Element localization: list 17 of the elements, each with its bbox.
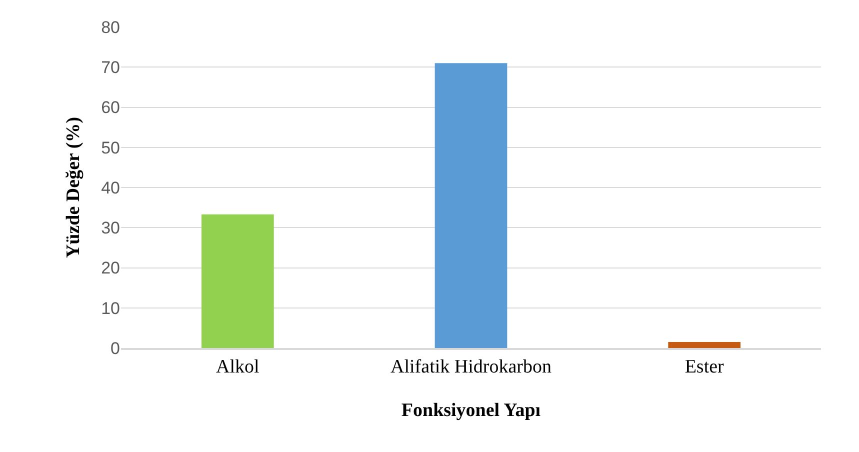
y-tick-label: 10 <box>101 298 120 318</box>
x-tick-label: Alifatik Hidrokarbon <box>390 356 552 378</box>
x-tick-label: Ester <box>684 356 725 378</box>
y-tick-label: 0 <box>110 338 120 358</box>
bar <box>202 214 274 348</box>
y-tick-label: 70 <box>101 58 120 78</box>
y-tick-label: 60 <box>101 98 120 118</box>
y-axis-title: Yüzde Değer (%) <box>62 116 84 258</box>
y-tick-label: 30 <box>101 218 120 238</box>
y-tick-label: 80 <box>101 18 120 37</box>
x-tick-label: Alkol <box>216 356 260 378</box>
y-tick-label: 20 <box>101 258 120 278</box>
bar <box>668 342 740 348</box>
x-axis-title: Fonksiyonel Yapı <box>401 400 541 421</box>
bar <box>434 63 508 348</box>
y-tick-label: 40 <box>101 178 120 198</box>
y-tick-label: 50 <box>101 138 120 158</box>
